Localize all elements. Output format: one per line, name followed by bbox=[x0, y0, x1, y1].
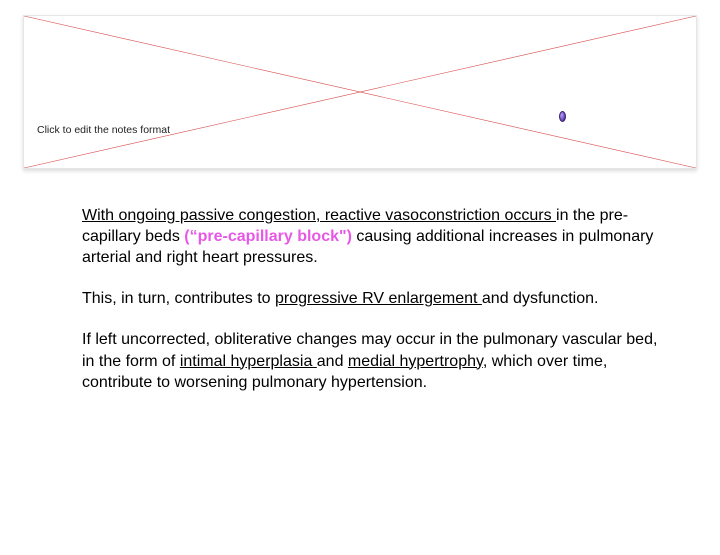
p3-text-2: and bbox=[317, 353, 348, 370]
placeholder-cross-icon bbox=[24, 16, 696, 168]
p1-underline-1: With ongoing passive congestion, reactiv… bbox=[82, 207, 556, 224]
paragraph-2: This, in turn, contributes to progressiv… bbox=[82, 288, 672, 309]
slide-thumbnail-frame: Click to edit the notes format bbox=[23, 15, 697, 169]
paragraph-1: With ongoing passive congestion, reactiv… bbox=[82, 205, 672, 268]
p2-text-2: and dysfunction. bbox=[482, 290, 599, 307]
purple-ellipse-icon bbox=[559, 111, 566, 122]
notes-body: With ongoing passive congestion, reactiv… bbox=[0, 169, 720, 393]
p2-text-1: This, in turn, contributes to bbox=[82, 290, 275, 307]
paragraph-3: If left uncorrected, obliterative change… bbox=[82, 329, 672, 392]
notes-placeholder-text[interactable]: Click to edit the notes format bbox=[37, 124, 170, 136]
p3-underline-1: intimal hyperplasia bbox=[180, 353, 317, 370]
p3-underline-2: medial hypertrophy bbox=[348, 353, 483, 370]
p1-pink-text: (“pre-capillary block") bbox=[184, 228, 352, 245]
p2-underline-1: progressive RV enlargement bbox=[275, 290, 482, 307]
